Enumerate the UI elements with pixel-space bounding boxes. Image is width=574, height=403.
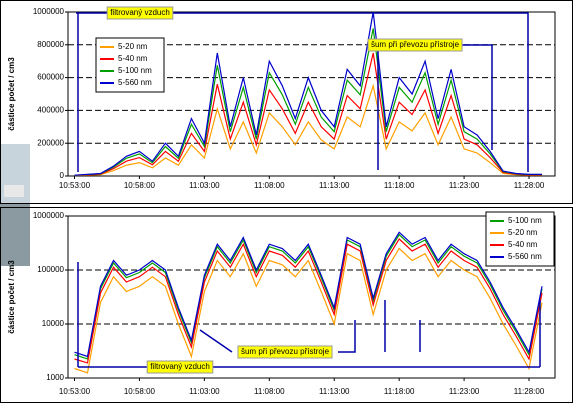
annotation-box <box>367 38 463 52</box>
annotation-box <box>106 6 174 20</box>
series-line <box>74 233 543 360</box>
series-line <box>74 231 543 358</box>
y-tick-label: 100000 <box>37 265 64 274</box>
x-tick-label: 11:18:00 <box>384 387 415 396</box>
x-tick-label: 11:23:00 <box>449 387 480 396</box>
legend-label: 5-100 nm <box>118 66 152 75</box>
y-axis-title: částice počet / cm3 <box>7 260 16 334</box>
y-tick-label: 600000 <box>37 73 64 82</box>
y-tick-label: 0 <box>60 171 65 180</box>
series-line <box>74 238 543 364</box>
series-line <box>74 83 542 177</box>
series-line <box>74 11 542 176</box>
series-line <box>74 52 542 176</box>
y-tick-label: 1000000 <box>33 7 65 16</box>
legend-label: 5-20 nm <box>118 42 148 51</box>
x-tick-label: 10:53:00 <box>59 181 91 190</box>
y-tick-label: 200000 <box>37 138 64 147</box>
series-line <box>74 247 543 374</box>
y-tick-label: 800000 <box>37 40 64 49</box>
y-tick-label: 10000 <box>42 319 65 328</box>
x-tick-label: 11:23:00 <box>449 181 480 190</box>
x-tick-label: 10:58:00 <box>124 181 156 190</box>
annotation: filtrovaný vzduch <box>150 362 210 371</box>
annotation-arrows <box>77 262 541 368</box>
annotation-box <box>146 360 214 374</box>
y-tick-label: 1000 <box>46 373 64 382</box>
x-tick-label: 11:18:00 <box>384 181 415 190</box>
legend-label: 5-560 nm <box>118 78 152 87</box>
legend-label: 5-40 nm <box>118 54 148 63</box>
y-axis-title: částice počet / cm3 <box>7 57 16 131</box>
x-tick-label: 11:03:00 <box>189 387 220 396</box>
road-photo-truck <box>4 185 24 197</box>
x-tick-label: 11:13:00 <box>319 181 350 190</box>
x-tick-label: 11:28:00 <box>514 181 545 190</box>
x-tick-label: 10:58:00 <box>124 387 156 396</box>
x-tick-label: 11:03:00 <box>189 181 220 190</box>
legend-label: 5-20 nm <box>508 228 538 237</box>
x-tick-label: 11:08:00 <box>254 387 285 396</box>
annotation-box <box>237 345 333 359</box>
x-tick-label: 11:13:00 <box>319 387 350 396</box>
annotation: šum při převozu přístroje <box>371 40 460 49</box>
x-tick-label: 11:08:00 <box>254 181 285 190</box>
x-tick-label: 10:53:00 <box>59 387 91 396</box>
legend-label: 5-560 nm <box>508 252 542 261</box>
y-tick-label: 400000 <box>37 106 64 115</box>
x-tick-label: 11:28:00 <box>514 387 545 396</box>
annotation: filtrovaný vzduch <box>110 8 170 17</box>
annotation: šum při převozu přístroje <box>241 347 330 356</box>
legend-label: 5-100 nm <box>508 216 542 225</box>
legend-label: 5-40 nm <box>508 240 538 249</box>
y-tick-label: 1000000 <box>33 211 65 220</box>
chart-frame <box>0 0 573 204</box>
series-line <box>74 28 542 176</box>
